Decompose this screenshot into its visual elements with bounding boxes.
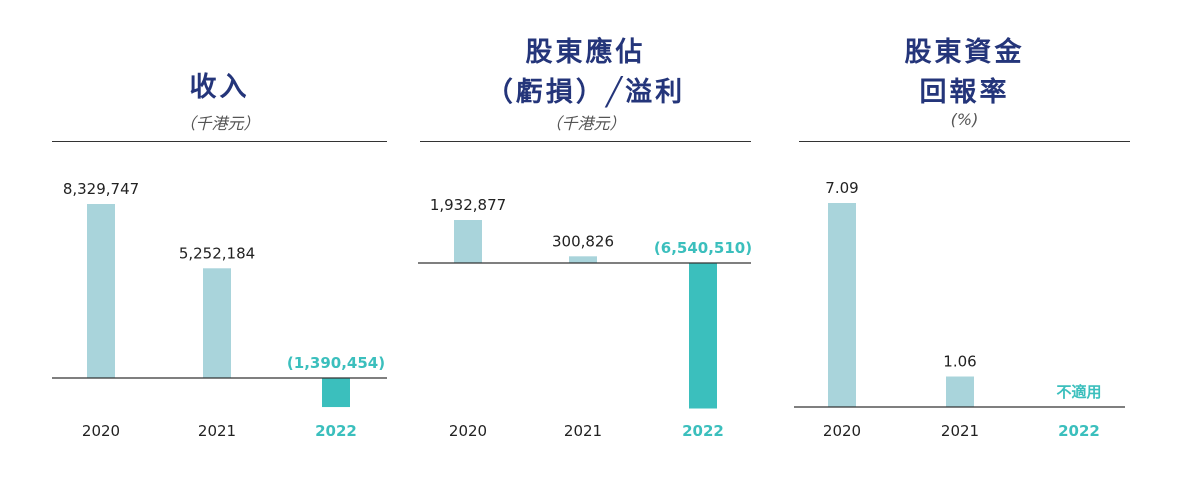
bar-2021 bbox=[203, 268, 231, 378]
value-label-2020: 8,329,747 bbox=[63, 180, 139, 198]
chart-title-line-1: 股東應佔 bbox=[525, 37, 646, 68]
bar-chart-revenue: 8,329,747 2020 5,252,184 2021 (1,390,454) 202… bbox=[52, 180, 387, 440]
category-label-2022: 2022 bbox=[315, 422, 357, 440]
category-label-2020: 2020 bbox=[823, 422, 861, 440]
bar-2020 bbox=[454, 220, 482, 263]
value-label-2020: 7.09 bbox=[825, 179, 858, 197]
chart-title-line-1: 收入 bbox=[189, 72, 250, 103]
header-rule bbox=[52, 141, 387, 142]
bar-2022 bbox=[689, 263, 717, 409]
bar-2021 bbox=[946, 376, 974, 407]
chart-title-line-2: （虧損）╱溢利 bbox=[485, 77, 686, 108]
bar-2020 bbox=[828, 203, 856, 407]
category-label-2022: 2022 bbox=[1058, 422, 1100, 440]
chart-unit: （千港元） bbox=[545, 114, 626, 133]
chart-unit: (%) bbox=[950, 110, 979, 129]
bar-2021 bbox=[569, 256, 597, 263]
chart-panel-revenue: 收入 （千港元） 8,329,747 2020 5,252,184 2021 (1,39… bbox=[52, 0, 387, 497]
chart-title: 股東應佔 （虧損）╱溢利 bbox=[420, 33, 751, 113]
chart-title: 股東資金 回報率 bbox=[799, 33, 1130, 113]
category-label-2022: 2022 bbox=[682, 422, 724, 440]
chart-panel-attributable-profit: 股東應佔 （虧損）╱溢利 （千港元） 1,932,877 2020 300,826 2… bbox=[418, 0, 752, 497]
category-label-2021: 2021 bbox=[941, 422, 979, 440]
bar-2022 bbox=[322, 378, 350, 408]
category-label-2021: 2021 bbox=[564, 422, 602, 440]
bar-chart-return-on-equity: 7.09 2020 1.06 2021 不適用 2022 bbox=[794, 179, 1125, 440]
value-label-2021: 5,252,184 bbox=[179, 244, 255, 262]
category-label-2020: 2020 bbox=[449, 422, 487, 440]
bar-2020 bbox=[87, 204, 115, 378]
header-rule bbox=[799, 141, 1130, 142]
chart-title-line-2: 回報率 bbox=[919, 77, 1010, 108]
value-label-2022: (6,540,510) bbox=[654, 239, 752, 257]
chart-unit: （千港元） bbox=[179, 114, 260, 133]
header-rule bbox=[420, 141, 751, 142]
category-label-2020: 2020 bbox=[82, 422, 120, 440]
chart-title-line-1: 股東資金 bbox=[904, 37, 1025, 68]
value-label-2022: 不適用 bbox=[1056, 383, 1101, 401]
value-label-2021: 1.06 bbox=[943, 353, 976, 371]
chart-panel-return-on-equity: 股東資金 回報率 (%) 7.09 2020 1.06 2021 不適用 2022 bbox=[794, 0, 1130, 497]
value-label-2022: (1,390,454) bbox=[287, 354, 385, 372]
value-label-2021: 300,826 bbox=[552, 232, 614, 250]
category-label-2021: 2021 bbox=[198, 422, 236, 440]
value-label-2020: 1,932,877 bbox=[430, 196, 506, 214]
chart-title: 收入 bbox=[52, 68, 387, 108]
bar-chart-attributable-profit: 1,932,877 2020 300,826 2021 (6,540,510) 2022 bbox=[418, 196, 752, 440]
